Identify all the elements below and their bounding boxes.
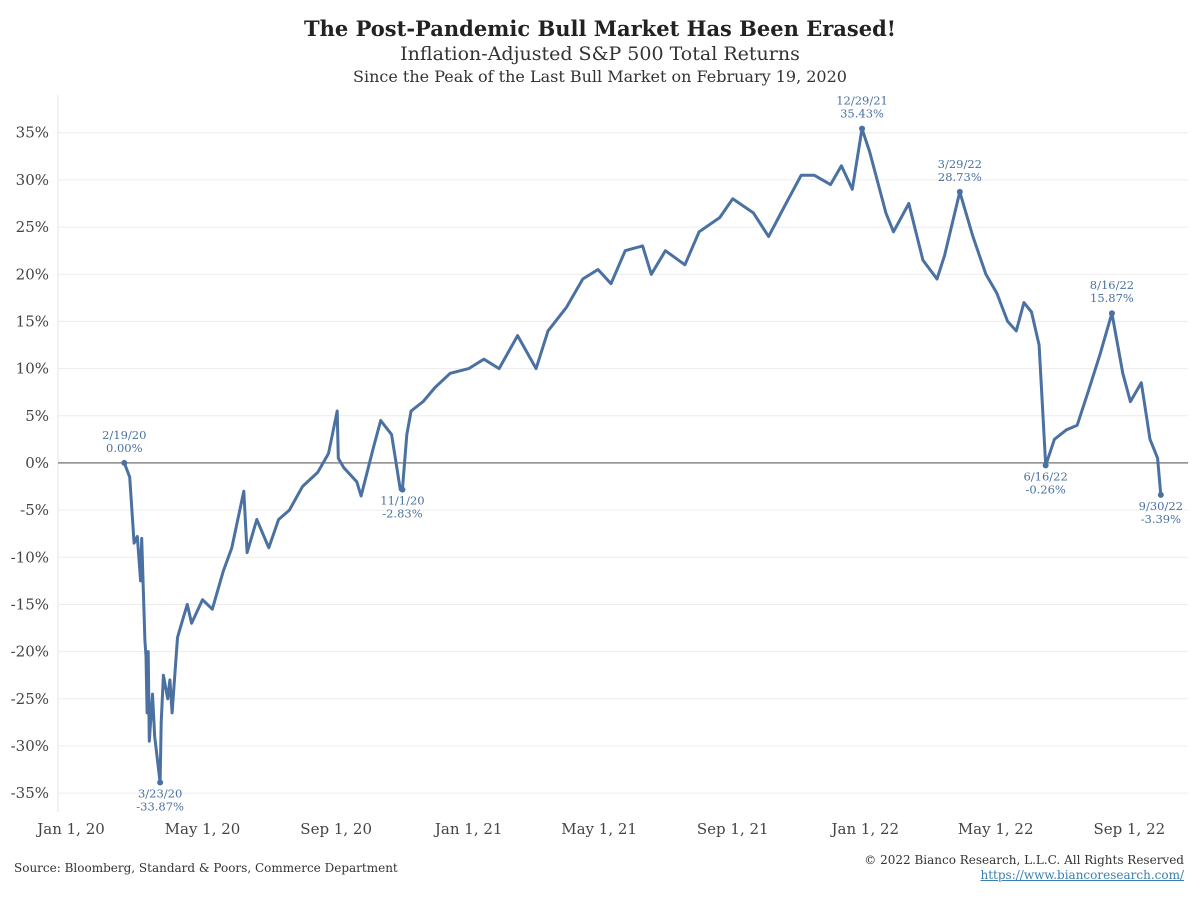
y-tick-label: -15% — [11, 595, 49, 613]
y-tick-label: -20% — [11, 643, 49, 661]
annotation-marker — [399, 486, 406, 493]
y-tick-label: 5% — [25, 407, 49, 425]
y-tick-label: -10% — [11, 548, 49, 566]
x-tick-label: May 1, 22 — [958, 820, 1034, 838]
y-tick-label: -35% — [11, 784, 49, 802]
annotation-value-label: 35.43% — [840, 107, 884, 121]
y-tick-label: 25% — [16, 218, 49, 236]
y-tick-label: 35% — [16, 124, 49, 142]
annotation-date-label: 12/29/21 — [836, 94, 888, 108]
x-tick-label: Sep 1, 20 — [300, 820, 372, 838]
annotations: 2/19/200.00% 3/23/20-33.87% 11/1/20-2.83% 1… — [102, 94, 1183, 814]
website-link[interactable]: https://www.biancoresearch.com/ — [980, 868, 1184, 882]
x-tick-label: Jan 1, 22 — [830, 820, 900, 838]
annotation-date-label: 11/1/20 — [380, 494, 424, 508]
copyright-note: © 2022 Bianco Research, L.L.C. All Right… — [864, 853, 1184, 867]
x-tick-label: Sep 1, 22 — [1093, 820, 1165, 838]
annotation-marker — [1108, 310, 1115, 317]
annotation-marker — [1042, 462, 1049, 469]
annotation-date-label: 6/16/22 — [1023, 469, 1067, 483]
y-tick-label: -30% — [11, 737, 49, 755]
annotation-marker — [121, 459, 128, 466]
annotation-value-label: 0.00% — [106, 441, 143, 455]
x-tick-label: May 1, 20 — [165, 820, 241, 838]
y-tick-label: 0% — [25, 454, 49, 472]
annotation-value-label: -33.87% — [136, 799, 184, 813]
chart-subtitle-secondary: Since the Peak of the Last Bull Market o… — [353, 67, 847, 86]
annotation-marker — [157, 779, 164, 786]
annotation-date-label: 3/29/22 — [938, 157, 982, 171]
axes: 35% 30% 25% 20% 15% 10% 5% 0% -5% -10% -15% -20% -25… — [11, 124, 1188, 838]
y-tick-label: 30% — [16, 171, 49, 189]
series-layer — [122, 127, 1163, 784]
series-line — [122, 127, 1163, 784]
annotation-date-label: 2/19/20 — [102, 428, 146, 442]
y-tick-label: 10% — [16, 360, 49, 378]
chart-title: The Post-Pandemic Bull Market Has Been E… — [304, 16, 896, 41]
y-tick-label: -25% — [11, 690, 49, 708]
grid-lines — [57, 95, 1188, 812]
x-tick-label: Sep 1, 21 — [697, 820, 769, 838]
annotation-marker — [859, 125, 866, 132]
annotation-value-label: -2.83% — [382, 507, 422, 521]
x-tick-label: Jan 1, 21 — [433, 820, 503, 838]
annotation-date-label: 3/23/20 — [138, 786, 182, 800]
annotation-value-label: 15.87% — [1090, 291, 1134, 305]
chart-subtitle: Inflation-Adjusted S&P 500 Total Returns — [400, 43, 800, 65]
y-tick-label: 15% — [16, 312, 49, 330]
y-tick-label: -5% — [20, 501, 49, 519]
annotation-marker — [956, 188, 963, 195]
annotation-marker — [1157, 491, 1164, 498]
annotation-date-label: 9/30/22 — [1139, 499, 1183, 513]
x-tick-label: May 1, 21 — [561, 820, 637, 838]
annotation-date-label: 8/16/22 — [1090, 278, 1134, 292]
x-tick-label: Jan 1, 20 — [35, 820, 105, 838]
annotation-value-label: 28.73% — [938, 170, 982, 184]
source-note: Source: Bloomberg, Standard & Poors, Com… — [14, 861, 398, 875]
annotation-value-label: -0.26% — [1025, 482, 1065, 496]
y-tick-label: 20% — [16, 265, 49, 283]
annotation-value-label: -3.39% — [1141, 512, 1181, 526]
